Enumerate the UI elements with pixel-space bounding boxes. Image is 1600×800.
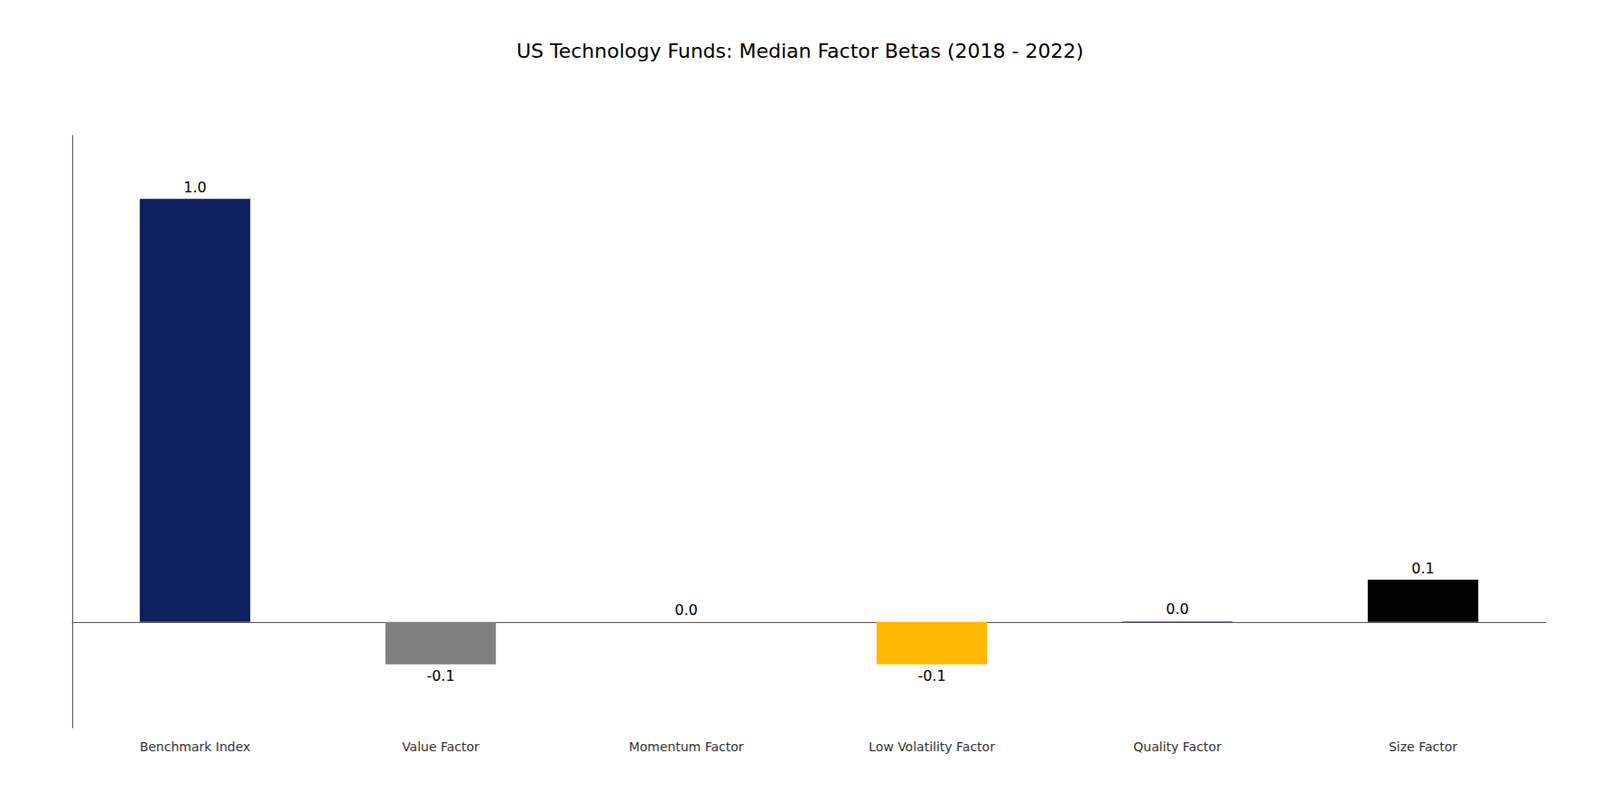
- svg-text:0.0: 0.0: [1165, 600, 1189, 618]
- svg-text:Value Factor: Value Factor: [401, 739, 480, 754]
- svg-text:Benchmark Index: Benchmark Index: [139, 739, 252, 754]
- svg-text:-0.1: -0.1: [426, 667, 455, 685]
- svg-text:-0.1: -0.1: [917, 667, 946, 685]
- svg-text:US Technology Funds: Median Fa: US Technology Funds: Median Factor Betas…: [516, 39, 1084, 63]
- svg-text:1.0: 1.0: [183, 178, 206, 196]
- svg-text:Momentum Factor: Momentum Factor: [628, 739, 744, 754]
- svg-text:Quality Factor: Quality Factor: [1133, 739, 1222, 754]
- svg-text:0.1: 0.1: [1411, 559, 1434, 577]
- svg-text:Size Factor: Size Factor: [1388, 739, 1458, 754]
- svg-text:0.0: 0.0: [674, 601, 698, 619]
- svg-text:Low Volatility Factor: Low Volatility Factor: [868, 739, 996, 754]
